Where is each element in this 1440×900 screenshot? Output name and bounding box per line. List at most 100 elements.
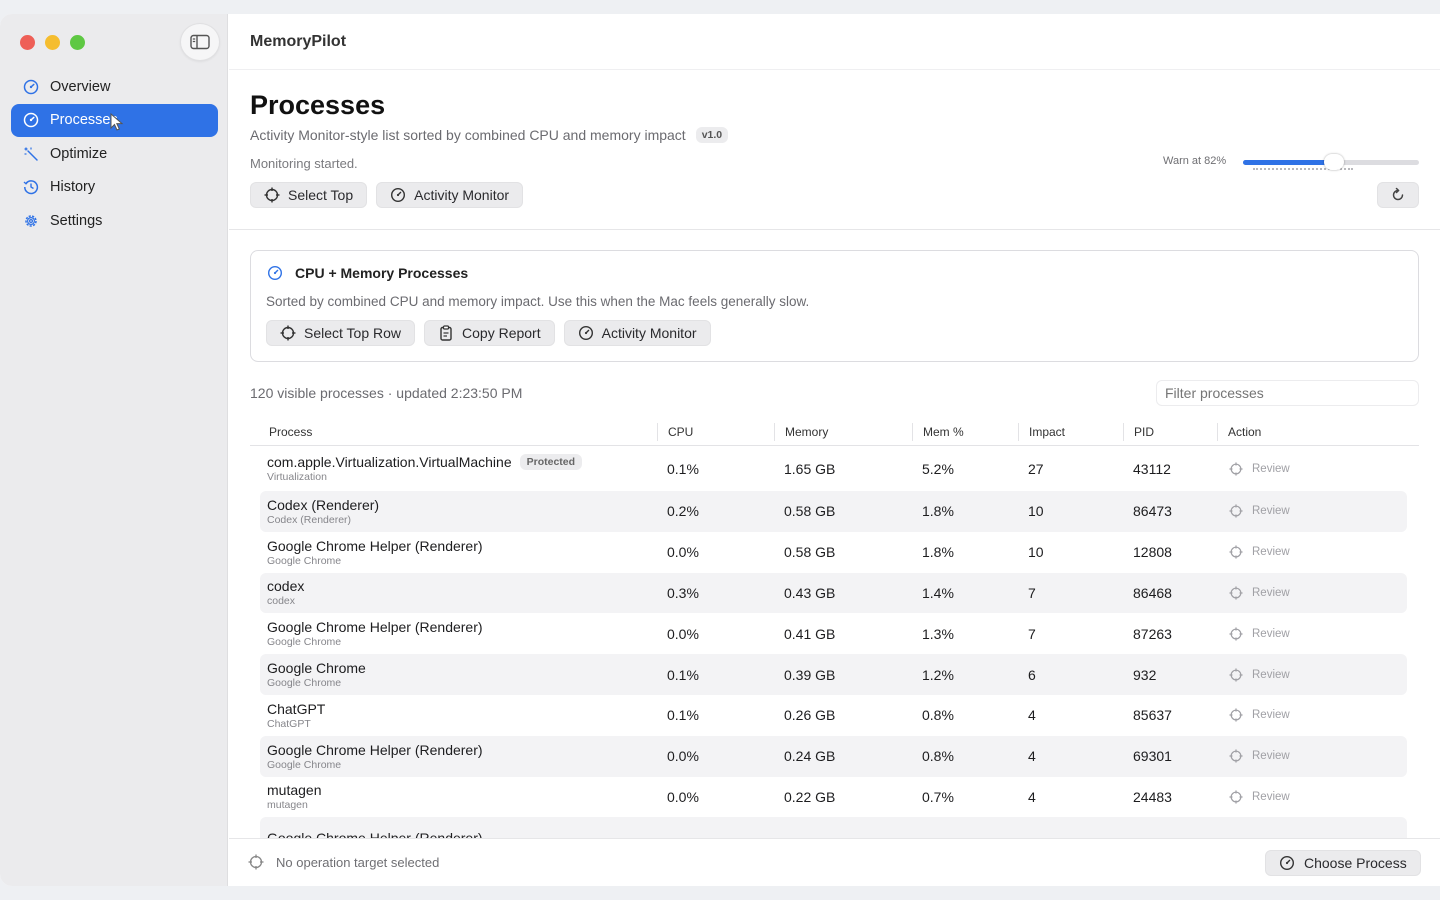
sidebar-item-optimize[interactable]: Optimize	[11, 137, 218, 170]
minimize-window-button[interactable]	[45, 35, 60, 50]
table-row[interactable]: Google Chrome Helper (Renderer) Google Ch…	[260, 613, 1407, 654]
table-row[interactable]: Google Chrome Helper (Renderer)	[260, 817, 1407, 841]
filter-processes-input[interactable]	[1156, 380, 1419, 406]
process-cell: Google Chrome Helper (Renderer)	[260, 830, 657, 841]
table-row[interactable]: Google Chrome Helper (Renderer) Google Ch…	[260, 735, 1407, 777]
card-activity-monitor-button[interactable]: Activity Monitor	[563, 320, 711, 346]
column-header-memory[interactable]: Memory	[774, 422, 912, 441]
impact-cell: 7	[1028, 584, 1036, 601]
button-label: Activity Monitor	[414, 187, 510, 203]
impact-cell: 27	[1028, 460, 1044, 477]
process-app-name: Google Chrome	[267, 677, 342, 690]
process-name-line: Google Chrome Helper (Renderer)	[267, 830, 657, 841]
cpu-cell: 0.0%	[667, 625, 699, 642]
review-button[interactable]: Review	[1217, 545, 1319, 559]
column-header-process[interactable]: Process	[269, 424, 313, 439]
table-row[interactable]: ChatGPT ChatGPT 0.1% 0.26 GB 0.8% 4 85637 Revie…	[260, 695, 1407, 736]
copy-report-button[interactable]: Copy Report	[424, 320, 555, 346]
clock-icon	[23, 179, 39, 195]
refresh-button[interactable]	[1377, 182, 1419, 208]
process-name: codex	[267, 578, 305, 595]
impact-cell: 4	[1028, 707, 1036, 724]
review-button[interactable]: Review	[1217, 586, 1319, 600]
review-button[interactable]: Review	[1217, 749, 1319, 763]
mem-percent-cell: 1.8%	[922, 503, 954, 520]
monitoring-status: Monitoring started.	[250, 156, 358, 171]
crosshair-icon	[1229, 708, 1243, 722]
process-name-line: mutagen	[267, 782, 657, 798]
pid-cell: 12808	[1133, 544, 1172, 561]
process-name: ChatGPT	[267, 700, 326, 717]
memory-cell: 0.58 GB	[784, 544, 836, 561]
column-header-impact[interactable]: Impact	[1018, 422, 1123, 441]
gauge-icon	[1279, 855, 1295, 871]
warn-threshold-slider[interactable]	[1243, 154, 1419, 170]
gauge-icon	[23, 112, 39, 128]
column-header-action: Action	[1217, 422, 1319, 441]
cpu-cell: 0.3%	[667, 584, 699, 601]
review-button[interactable]: Review	[1217, 668, 1319, 682]
column-header-mem-percent[interactable]: Mem %	[912, 422, 1018, 441]
mem-percent-cell: 5.2%	[922, 460, 954, 477]
review-label: Review	[1252, 790, 1290, 803]
activity-monitor-button[interactable]: Activity Monitor	[376, 182, 524, 208]
review-button[interactable]: Review	[1217, 708, 1319, 722]
card-toolbar: Select Top Row Copy Report Activity Moni…	[266, 320, 711, 346]
footer-bar: No operation target selected Choose Proc…	[229, 838, 1440, 886]
button-label: Choose Process	[1304, 855, 1407, 871]
table-row[interactable]: Codex (Renderer) Codex (Renderer) 0.2% 0.58…	[260, 491, 1407, 532]
table-row[interactable]: mutagen mutagen 0.0% 0.22 GB 0.7% 4 24483 Revie…	[260, 777, 1407, 818]
process-cell: codex codex	[260, 578, 657, 607]
zoom-window-button[interactable]	[70, 35, 85, 50]
review-button[interactable]: Review	[1217, 627, 1319, 641]
sidebar-toggle-button[interactable]	[180, 23, 220, 61]
refresh-icon	[1392, 187, 1404, 201]
process-name: Google Chrome Helper (Renderer)	[267, 619, 483, 636]
sidebar-item-settings[interactable]: Settings	[11, 204, 218, 237]
sidebar-item-overview[interactable]: Overview	[11, 70, 218, 103]
process-summary: 120 visible processes · updated 2:23:50 …	[250, 385, 523, 401]
table-row[interactable]: Google Chrome Helper (Renderer) Google Ch…	[260, 532, 1407, 573]
process-app-name: Google Chrome	[267, 758, 342, 771]
process-cell: ChatGPT ChatGPT	[260, 701, 657, 730]
version-badge: v1.0	[695, 127, 729, 143]
table-row[interactable]: com.apple.Virtualization.VirtualMachine P…	[260, 446, 1407, 491]
pid-cell: 87263	[1133, 625, 1172, 642]
sidebar-item-history[interactable]: History	[11, 171, 218, 204]
process-cell: Google Chrome Google Chrome	[260, 660, 657, 689]
gauge-icon	[23, 79, 39, 95]
process-app-name: ChatGPT	[267, 717, 311, 730]
process-name: com.apple.Virtualization.VirtualMachine	[267, 454, 512, 470]
select-top-button[interactable]: Select Top	[250, 182, 368, 208]
table-row[interactable]: Google Chrome Google Chrome 0.1% 0.39 GB 1.2…	[260, 654, 1407, 695]
select-top-row-button[interactable]: Select Top Row	[266, 320, 416, 346]
process-app-name: Google Chrome	[267, 636, 342, 649]
review-label: Review	[1252, 668, 1290, 681]
table-row[interactable]: codex codex 0.3% 0.43 GB 1.4% 7 86468 Review	[260, 572, 1407, 614]
crosshair-icon	[1229, 668, 1243, 682]
process-name: Google Chrome Helper (Renderer)	[267, 537, 483, 554]
mem-percent-cell: 1.3%	[922, 625, 954, 642]
crosshair-icon	[280, 325, 296, 341]
cpu-cell: 0.1%	[667, 666, 699, 683]
process-name: Google Chrome Helper (Renderer)	[267, 829, 483, 841]
window-controls	[20, 35, 85, 50]
review-button[interactable]: Review	[1217, 461, 1319, 476]
memory-cell: 0.22 GB	[784, 788, 836, 805]
process-name-line: Google Chrome Helper (Renderer)	[267, 742, 657, 758]
mem-percent-cell: 0.8%	[922, 707, 954, 724]
cpu-cell: 0.1%	[667, 460, 699, 477]
review-button[interactable]: Review	[1217, 504, 1319, 518]
crosshair-icon	[1229, 749, 1243, 763]
mem-percent-cell: 0.7%	[922, 788, 954, 805]
column-header-cpu[interactable]: CPU	[657, 422, 774, 441]
window-title: MemoryPilot	[229, 14, 1440, 70]
sidebar-item-processes[interactable]: Processes	[11, 103, 218, 137]
close-window-button[interactable]	[20, 35, 35, 50]
column-header-pid[interactable]: PID	[1123, 422, 1217, 441]
memory-cell: 0.24 GB	[784, 748, 836, 765]
slider-thumb[interactable]	[1324, 154, 1344, 170]
slider-ticks	[1253, 168, 1353, 170]
choose-process-button[interactable]: Choose Process	[1265, 850, 1421, 876]
review-button[interactable]: Review	[1217, 790, 1319, 804]
